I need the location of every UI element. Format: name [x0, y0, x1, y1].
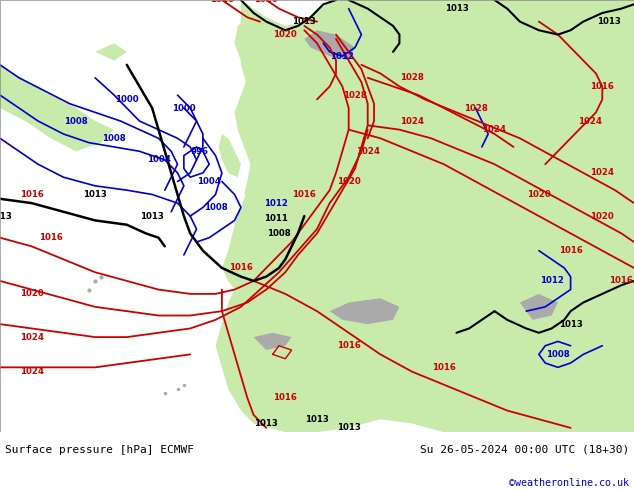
Text: 1008: 1008 — [102, 134, 126, 143]
Polygon shape — [330, 298, 399, 324]
Polygon shape — [235, 17, 285, 195]
Polygon shape — [304, 0, 431, 43]
Text: 996: 996 — [191, 147, 209, 156]
Text: 1008: 1008 — [546, 350, 570, 359]
Text: 1004: 1004 — [146, 155, 171, 165]
Text: 1013: 1013 — [140, 212, 164, 220]
Text: 1020: 1020 — [527, 190, 551, 199]
Polygon shape — [216, 0, 634, 432]
Text: 1024: 1024 — [20, 333, 44, 342]
Text: 1020: 1020 — [590, 212, 614, 220]
Text: 1012: 1012 — [540, 276, 564, 285]
Polygon shape — [0, 65, 114, 151]
Text: 1008: 1008 — [204, 203, 228, 212]
Text: Su 26-05-2024 00:00 UTC (18+30): Su 26-05-2024 00:00 UTC (18+30) — [420, 445, 629, 455]
Text: 1016: 1016 — [273, 393, 297, 402]
Polygon shape — [254, 333, 292, 350]
Text: 1000: 1000 — [115, 95, 139, 104]
Text: 1013: 1013 — [444, 4, 469, 13]
Text: 1013: 1013 — [83, 190, 107, 199]
Text: 1016: 1016 — [292, 190, 316, 199]
Text: 1013: 1013 — [292, 17, 316, 26]
Text: 1028: 1028 — [343, 91, 367, 99]
Text: 1020: 1020 — [254, 0, 278, 4]
Text: 1013: 1013 — [559, 319, 583, 329]
Text: 1016: 1016 — [432, 363, 456, 372]
Text: 1016: 1016 — [609, 276, 633, 285]
Text: 1020: 1020 — [273, 30, 297, 39]
Text: 1024: 1024 — [578, 117, 602, 125]
Text: 1013: 1013 — [305, 415, 329, 424]
Text: 1016: 1016 — [590, 82, 614, 91]
Text: 1024: 1024 — [482, 125, 507, 134]
Text: 1011: 1011 — [264, 214, 288, 223]
Text: 1012: 1012 — [330, 51, 354, 61]
Text: 1016: 1016 — [210, 0, 234, 4]
Polygon shape — [219, 134, 241, 177]
Text: 1016: 1016 — [229, 264, 253, 272]
Text: 1024: 1024 — [20, 367, 44, 376]
Text: 1012: 1012 — [264, 198, 288, 208]
Text: 1013: 1013 — [0, 212, 12, 220]
Text: 1000: 1000 — [172, 103, 196, 113]
Text: 1013: 1013 — [337, 423, 361, 432]
Polygon shape — [95, 43, 127, 60]
Text: 1008: 1008 — [64, 117, 88, 125]
Text: 1016: 1016 — [20, 190, 44, 199]
Text: 1028: 1028 — [463, 103, 488, 113]
Text: 1024: 1024 — [356, 147, 380, 156]
Text: 1020: 1020 — [337, 177, 361, 186]
Text: 1016: 1016 — [39, 233, 63, 242]
Text: 1004: 1004 — [197, 177, 221, 186]
Text: 1024: 1024 — [590, 169, 614, 177]
Text: 1013: 1013 — [254, 419, 278, 428]
Text: 1024: 1024 — [400, 117, 424, 125]
Text: Surface pressure [hPa] ECMWF: Surface pressure [hPa] ECMWF — [5, 445, 194, 455]
Polygon shape — [520, 294, 558, 320]
Text: ©weatheronline.co.uk: ©weatheronline.co.uk — [509, 478, 629, 488]
Text: 1008: 1008 — [267, 229, 291, 238]
Text: 1016: 1016 — [337, 341, 361, 350]
Text: 1016: 1016 — [559, 246, 583, 255]
Text: 1013: 1013 — [597, 17, 621, 26]
Polygon shape — [304, 30, 355, 60]
Text: 1020: 1020 — [20, 290, 44, 298]
Text: 1028: 1028 — [400, 74, 424, 82]
